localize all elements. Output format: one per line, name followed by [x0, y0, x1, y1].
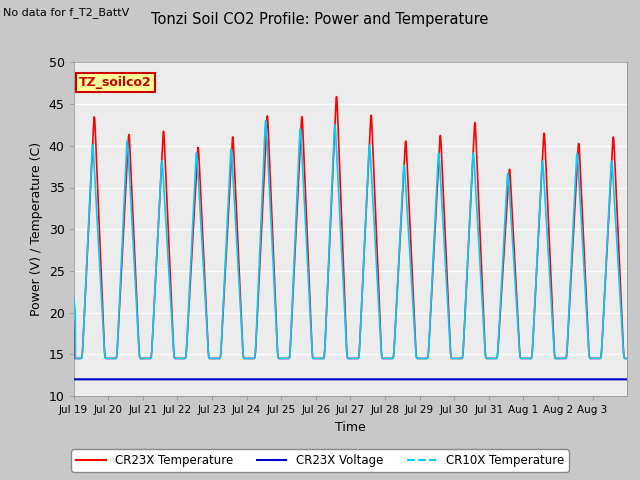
Bar — [74, 104, 627, 146]
Bar — [74, 62, 627, 104]
Y-axis label: Power (V) / Temperature (C): Power (V) / Temperature (C) — [30, 142, 43, 316]
Bar — [74, 188, 627, 229]
Text: TZ_soilco2: TZ_soilco2 — [79, 76, 152, 89]
X-axis label: Time: Time — [335, 420, 366, 433]
Text: Tonzi Soil CO2 Profile: Power and Temperature: Tonzi Soil CO2 Profile: Power and Temper… — [151, 12, 489, 27]
Bar — [74, 312, 627, 354]
Legend: CR23X Temperature, CR23X Voltage, CR10X Temperature: CR23X Temperature, CR23X Voltage, CR10X … — [71, 449, 569, 472]
Bar — [74, 229, 627, 271]
Bar — [74, 354, 627, 396]
Text: No data for f_T2_BattV: No data for f_T2_BattV — [3, 7, 129, 18]
Bar — [74, 146, 627, 188]
Bar — [74, 271, 627, 312]
